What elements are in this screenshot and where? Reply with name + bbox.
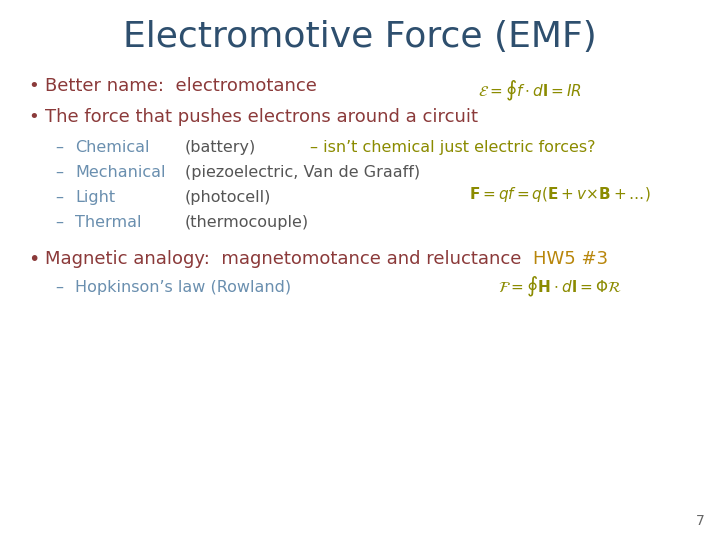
- Text: •: •: [28, 250, 40, 269]
- Text: Magnetic analogy:  magnetomotance and reluctance: Magnetic analogy: magnetomotance and rel…: [45, 250, 533, 268]
- Text: •: •: [28, 108, 39, 126]
- Text: – isn’t chemical just electric forces?: – isn’t chemical just electric forces?: [310, 140, 595, 155]
- Text: Electromotive Force (EMF): Electromotive Force (EMF): [123, 20, 597, 54]
- Text: The force that pushes electrons around a circuit: The force that pushes electrons around a…: [45, 108, 478, 126]
- Text: 7: 7: [696, 514, 705, 528]
- Text: (battery): (battery): [185, 140, 256, 155]
- Text: $\mathcal{F} = \oint \mathbf{H} \cdot d\mathbf{l} = \Phi\mathcal{R}$: $\mathcal{F} = \oint \mathbf{H} \cdot d\…: [498, 275, 622, 299]
- Text: –: –: [55, 165, 63, 180]
- Text: –: –: [55, 280, 63, 295]
- Text: –: –: [55, 140, 63, 155]
- Text: –: –: [55, 215, 63, 230]
- Text: Light: Light: [75, 190, 115, 205]
- Text: Mechanical: Mechanical: [75, 165, 166, 180]
- Text: $\mathbf{F} = qf = q(\mathbf{E} + v{\times}\mathbf{B} + \ldots)$: $\mathbf{F} = qf = q(\mathbf{E} + v{\tim…: [469, 185, 651, 204]
- Text: (piezoelectric, Van de Graaff): (piezoelectric, Van de Graaff): [185, 165, 420, 180]
- Text: Hopkinson’s law (Rowland): Hopkinson’s law (Rowland): [75, 280, 291, 295]
- Text: (photocell): (photocell): [185, 190, 271, 205]
- Text: HW5 #3: HW5 #3: [533, 250, 608, 268]
- Text: $\mathcal{E} = \oint f \cdot d\mathbf{l} = IR$: $\mathcal{E} = \oint f \cdot d\mathbf{l}…: [478, 79, 582, 103]
- Text: –: –: [55, 190, 63, 205]
- Text: •: •: [28, 77, 39, 95]
- Text: Chemical: Chemical: [75, 140, 150, 155]
- Text: Better name:  electromotance: Better name: electromotance: [45, 77, 317, 95]
- Text: Thermal: Thermal: [75, 215, 142, 230]
- Text: (thermocouple): (thermocouple): [185, 215, 309, 230]
